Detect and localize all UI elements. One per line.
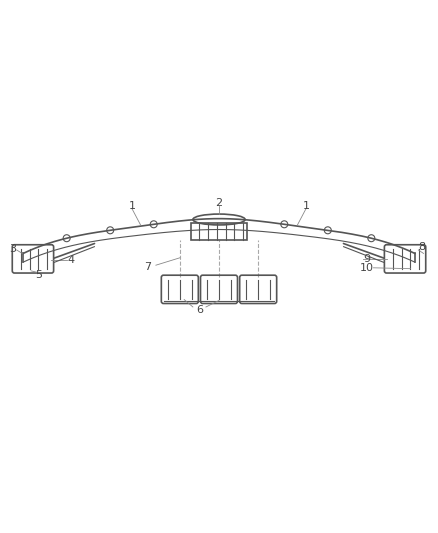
Text: 2: 2 [215,198,223,208]
Text: 1: 1 [128,200,135,211]
Text: 5: 5 [35,270,42,280]
Text: 8: 8 [418,242,425,252]
Text: 9: 9 [364,254,371,264]
Text: 7: 7 [144,262,151,271]
Text: 3: 3 [9,244,16,254]
Text: 10: 10 [360,263,374,273]
Text: 1: 1 [303,200,310,211]
Text: 4: 4 [67,255,74,265]
Text: 6: 6 [196,305,203,315]
